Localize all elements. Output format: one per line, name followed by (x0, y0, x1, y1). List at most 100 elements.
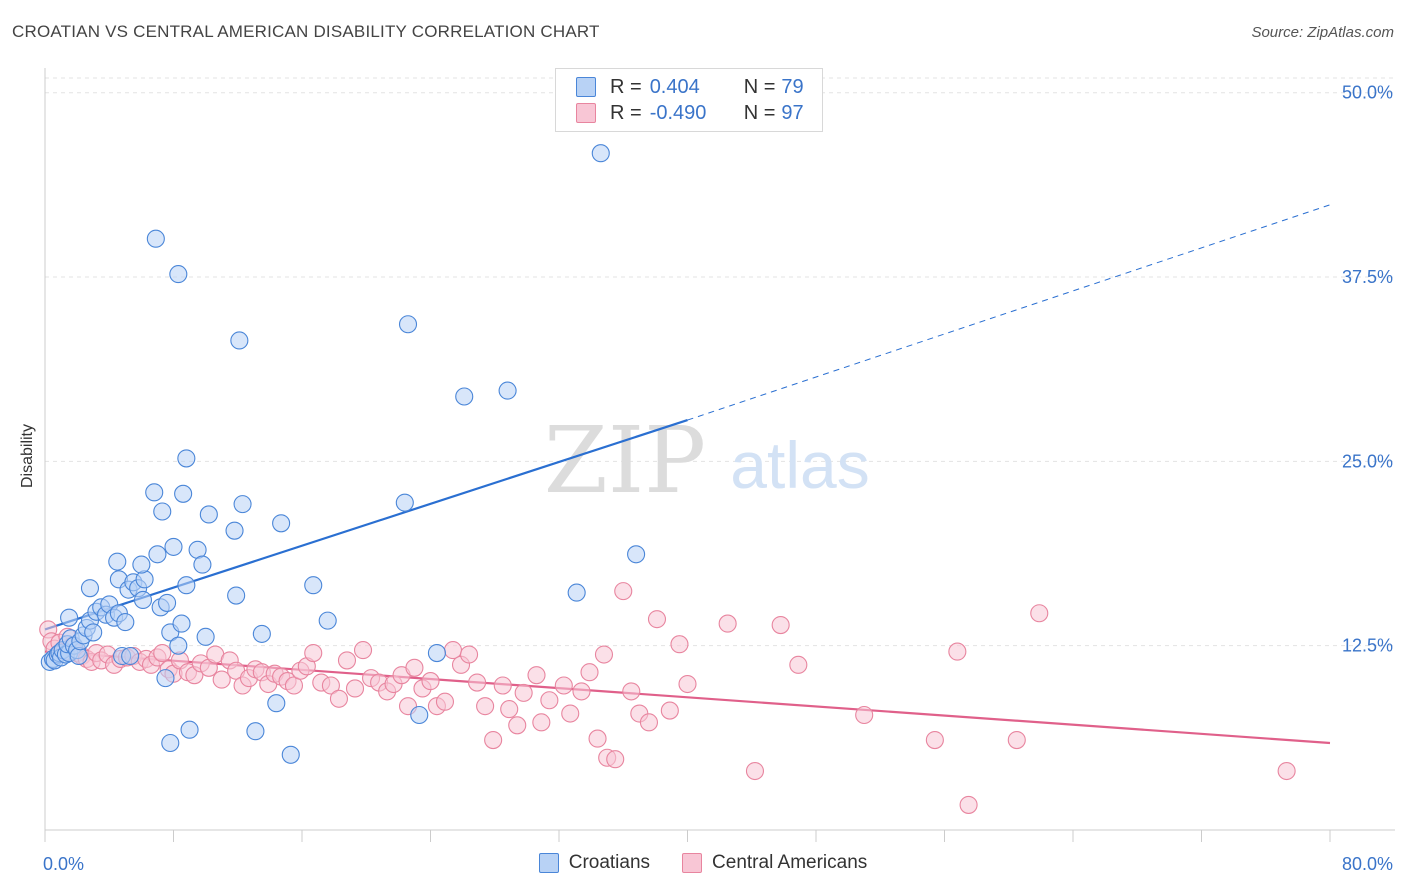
croatians-point (135, 570, 154, 589)
central-americans-point (789, 655, 808, 674)
central-americans-point (771, 615, 790, 635)
croatians-swatch (538, 853, 559, 873)
n-label: N = (743, 75, 776, 98)
croatians-point (116, 613, 135, 632)
croatians-point (196, 627, 215, 646)
croatians-point (252, 624, 271, 643)
r-value: -0.490 (649, 101, 707, 124)
croatians-point (148, 545, 167, 564)
croatians-trend-line (44, 419, 688, 631)
watermark: ZIP atlas (544, 407, 870, 514)
central-americans-point (572, 682, 591, 701)
croatians-point (199, 505, 218, 524)
central-americans-point (554, 676, 573, 695)
central-americans-point (329, 689, 348, 708)
central-americans-point (532, 713, 551, 732)
legend-label: Central Americans (712, 852, 868, 873)
croatians-swatch (576, 77, 596, 97)
central-americans-point (678, 674, 697, 694)
y-tick-label: 50.0% (1342, 83, 1393, 103)
central-americans-point (622, 682, 641, 701)
croatians-point (410, 705, 429, 725)
r-label: R = (610, 101, 642, 124)
x-tick-label: 0.0% (43, 854, 84, 874)
central-americans-point (321, 676, 340, 695)
croatians-point (230, 331, 249, 350)
croatians-point (455, 387, 474, 406)
central-americans-point (421, 672, 440, 691)
tick-labels: 12.5% 25.0% 37.5% 50.0% 0.0% 80.0% (43, 83, 1393, 874)
croatians-point (177, 576, 196, 595)
central-americans-point (527, 666, 546, 685)
croatians-point (591, 144, 610, 163)
croatians-point (427, 644, 446, 663)
croatians-point (132, 555, 151, 574)
croatians-point (246, 722, 265, 741)
croatians-point (627, 545, 646, 564)
central-americans-points (39, 582, 1296, 814)
source-label: Source: ZipAtlas.com (1251, 24, 1394, 41)
central-americans-point (493, 676, 512, 695)
central-americans-point (476, 697, 495, 716)
central-americans-point (514, 683, 533, 702)
r-label: R = (610, 75, 642, 98)
central-americans-point (484, 731, 503, 750)
central-americans-point (1277, 761, 1296, 781)
croatians-point (164, 537, 183, 556)
central-americans-point (508, 716, 527, 735)
legend-row-central-americans: R = -0.490 N = 97 (576, 101, 804, 125)
croatians-point (395, 493, 414, 512)
croatians-point (304, 576, 323, 595)
axes (44, 68, 1395, 842)
croatians-point (267, 694, 286, 713)
central-americans-point (304, 644, 323, 663)
r-value: 0.404 (649, 75, 700, 98)
croatians-point (233, 495, 252, 514)
central-americans-point (594, 645, 614, 664)
watermark-atlas: atlas (730, 428, 869, 502)
y-tick-label: 25.0% (1342, 451, 1393, 471)
central-americans-point (718, 614, 737, 633)
croatians-point (193, 555, 212, 574)
central-americans-swatch (576, 103, 596, 123)
croatians-point (156, 669, 175, 688)
croatians-points (40, 144, 646, 764)
n-label: N = (743, 101, 776, 124)
legend-row-croatians: R = 0.404 N = 79 (576, 75, 804, 99)
croatians-trend-extension (687, 204, 1331, 421)
central-americans-point (337, 651, 357, 670)
central-americans-point (745, 761, 765, 781)
central-americans-point (670, 635, 689, 654)
series-legend: Croatians Central Americans (0, 852, 1406, 874)
croatians-point (225, 521, 244, 540)
croatians-point (498, 381, 517, 400)
central-americans-point (435, 692, 455, 711)
chart-title: CROATIAN VS CENTRAL AMERICAN DISABILITY … (12, 22, 600, 41)
croatians-point (153, 502, 172, 521)
legend-label: Croatians (568, 852, 651, 873)
legend-item-central-americans[interactable]: Central Americans (682, 852, 867, 874)
croatians-point (172, 614, 191, 633)
central-americans-point (345, 679, 365, 698)
croatians-point (180, 720, 199, 739)
central-americans-point (459, 645, 479, 664)
central-americans-point (925, 731, 944, 750)
central-americans-point (948, 642, 967, 661)
legend-item-croatians[interactable]: Croatians (538, 852, 651, 874)
central-americans-swatch (682, 853, 703, 873)
croatians-point (227, 586, 246, 605)
croatians-point (177, 449, 196, 468)
central-americans-point (647, 610, 667, 629)
central-americans-point (405, 658, 424, 677)
croatians-point (169, 636, 188, 655)
central-americans-point (153, 644, 172, 663)
y-tick-label: 37.5% (1342, 267, 1393, 287)
central-americans-point (500, 700, 519, 719)
central-americans-point (580, 663, 599, 682)
central-americans-point (468, 673, 487, 692)
central-americans-point (614, 582, 633, 601)
croatians-point (133, 590, 153, 610)
central-americans-point (1030, 604, 1049, 623)
central-americans-point (660, 701, 679, 720)
